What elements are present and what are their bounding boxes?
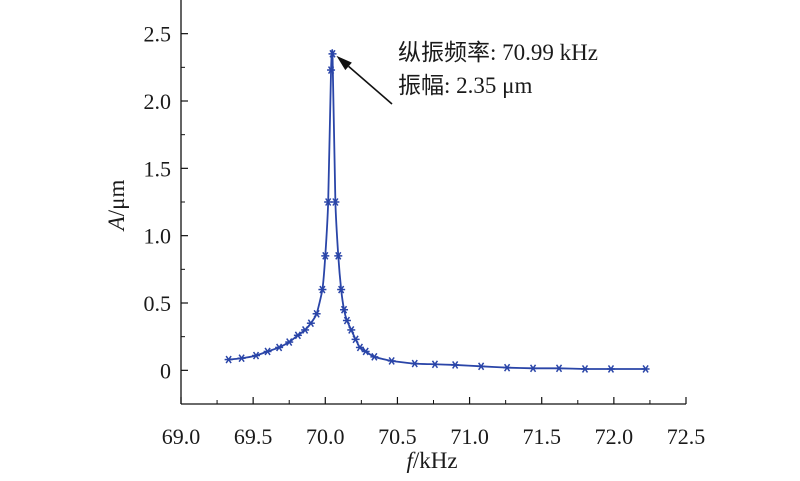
- annotation-arrow: [348, 65, 393, 105]
- data-point: [641, 365, 650, 373]
- data-point: [387, 356, 396, 365]
- data-point: [318, 285, 327, 294]
- data-point: [285, 338, 294, 346]
- data-point: [340, 305, 349, 314]
- data-point: [503, 363, 512, 372]
- x-tick-label: 69.5: [234, 424, 273, 449]
- y-tick-label: 1.0: [144, 224, 172, 249]
- data-point: [355, 343, 364, 352]
- data-point: [410, 359, 419, 368]
- data-point: [337, 285, 346, 294]
- data-point: [451, 361, 460, 369]
- data-point: [321, 251, 330, 260]
- data-point: [581, 365, 589, 373]
- x-tick-label: 69.0: [162, 424, 201, 449]
- data-point: [351, 335, 360, 344]
- data-point: [328, 49, 337, 58]
- y-tick-label: 0.5: [144, 291, 172, 316]
- x-tick-label: 71.0: [450, 424, 489, 449]
- y-tick-label: 2.0: [144, 89, 172, 114]
- data-point: [312, 309, 321, 318]
- data-point: [237, 354, 246, 363]
- data-point: [301, 325, 310, 334]
- data-series: [224, 49, 650, 373]
- x-tick-label: 70.5: [378, 424, 417, 449]
- data-point: [252, 351, 261, 360]
- annotation-line-amplitude: 振幅: 2.35 μm: [398, 73, 532, 98]
- x-tick-label: 72.0: [595, 424, 634, 449]
- data-point: [327, 66, 336, 74]
- data-point: [370, 352, 379, 361]
- data-point: [430, 360, 439, 369]
- data-point: [331, 198, 340, 206]
- data-point: [224, 355, 233, 364]
- y-tick-label: 0: [160, 358, 171, 383]
- y-axis-unit: /μm: [104, 180, 129, 217]
- annotation: 纵振频率: 70.99 kHz 振幅: 2.35 μm: [336, 40, 598, 105]
- data-point: [477, 362, 486, 371]
- y-tick-label: 1.5: [144, 156, 172, 181]
- data-point: [342, 316, 351, 325]
- data-point: [306, 319, 315, 328]
- data-point: [529, 364, 538, 373]
- x-axis-label: f/kHz: [406, 448, 457, 473]
- data-point: [324, 198, 333, 206]
- annotation-arrow-head: [336, 55, 352, 71]
- y-axis-var: A: [104, 215, 129, 232]
- data-point: [275, 343, 284, 352]
- data-point: [263, 347, 272, 356]
- data-point: [334, 251, 343, 260]
- x-tick-label: 72.5: [667, 424, 706, 449]
- data-point: [293, 331, 302, 340]
- annotation-line-frequency: 纵振频率: 70.99 kHz: [398, 40, 598, 65]
- x-axis-unit: /kHz: [413, 448, 458, 473]
- data-point: [361, 347, 370, 356]
- x-tick-label: 70.0: [306, 424, 345, 449]
- x-tick-label: 71.5: [522, 424, 561, 449]
- data-point: [555, 364, 564, 373]
- x-axis-var: f: [406, 448, 416, 473]
- axis-ticks: 69.0 69.5 70.0 70.5 71.0 71.5 72.0 72.5 0 0.5 1.0 1…: [144, 22, 706, 449]
- data-point: [606, 365, 615, 373]
- y-axis-label: A/μm: [104, 180, 129, 233]
- y-tick-label: 2.5: [144, 22, 172, 47]
- data-point: [347, 325, 356, 334]
